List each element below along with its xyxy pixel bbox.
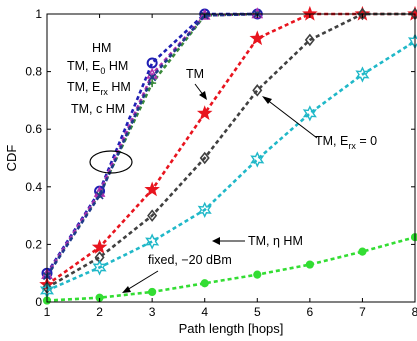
annotation-tm-eta-hm: TM, η HM xyxy=(248,234,303,248)
arrow-tm-eta-hm xyxy=(212,237,245,245)
point-hm-3 xyxy=(146,57,158,69)
annotation-tm-e0-hm: TM, E0 HM xyxy=(67,59,128,76)
series-tm-erx-0 xyxy=(41,7,417,294)
annotation-hm: HM xyxy=(92,41,111,55)
point-tm-4 xyxy=(196,105,213,120)
annotation-ellipse xyxy=(89,150,133,174)
point-tm-c-hm-3 xyxy=(148,73,157,82)
point-tm-5 xyxy=(249,30,266,46)
point-tm-hm-6 xyxy=(302,105,317,122)
x-tick-label-2: 2 xyxy=(96,305,103,319)
x-tick-label-5: 5 xyxy=(254,305,261,319)
arrow-fixed xyxy=(122,270,159,293)
point-tm-erx-0-4 xyxy=(199,151,210,165)
line-tm-hm xyxy=(46,40,416,292)
x-tick-label-6: 6 xyxy=(307,305,314,319)
arrow-tm xyxy=(194,83,207,100)
x-tick-label-4: 4 xyxy=(201,305,208,319)
y-tick-label-6: 1 xyxy=(35,7,42,21)
point-tm-hm-2 xyxy=(92,259,107,276)
arrow-tm-erx-0 xyxy=(262,96,318,139)
y-tick-label-4: 0.6 xyxy=(25,122,42,136)
point-fixed-20-dbm-4 xyxy=(200,279,209,288)
point-tm-hm-4 xyxy=(197,201,212,218)
point-fixed-20-dbm-3 xyxy=(148,287,157,297)
point-tm-erx-0-5 xyxy=(252,84,263,97)
point-tm-2 xyxy=(91,239,108,254)
x-axis-label: Path length [hops] xyxy=(179,321,284,336)
x-tick-label-8: 8 xyxy=(412,305,417,319)
point-fixed-20-dbm-5 xyxy=(253,270,262,279)
plot-frame xyxy=(46,13,416,303)
y-tick-label-2: 0.2 xyxy=(25,237,42,251)
point-tm-erx-0-7 xyxy=(357,7,368,21)
annotation-tm: TM xyxy=(186,67,204,81)
y-axis-label: CDF xyxy=(4,145,19,172)
y-tick-label-5: 0.8 xyxy=(25,65,42,79)
point-fixed-20-dbm-6 xyxy=(305,260,314,269)
point-tm-erx-0-3 xyxy=(147,209,158,222)
line-tm-erx-0 xyxy=(46,12,415,289)
point-tm-erx-0-6 xyxy=(304,33,315,47)
point-fixed-20-dbm-7 xyxy=(358,247,367,256)
point-tm-hm-5 xyxy=(250,151,265,168)
point-tm-hm-3 xyxy=(145,233,160,250)
annotation-fixed: fixed, −20 dBm xyxy=(148,253,232,267)
point-tm-3 xyxy=(144,181,160,197)
point-tm-hm-7 xyxy=(355,66,370,83)
line-fixed-20-dbm xyxy=(46,235,416,302)
ticks-layer: 1 2 3 4 5 6 7 8 0 0.2 0.4 0.6 0.8 1 xyxy=(25,7,417,319)
y-tick-label-3: 0.4 xyxy=(25,180,42,194)
x-tick-label-1: 1 xyxy=(44,305,51,319)
y-tick-label-1: 0 xyxy=(35,295,42,309)
point-fixed-20-dbm-8 xyxy=(410,233,417,242)
x-tick-label-7: 7 xyxy=(359,305,366,319)
annotation-tm-c-hm: TM, c HM xyxy=(71,102,125,116)
annotation-tm-erx-0: TM, Erx = 0 xyxy=(315,134,377,151)
x-tick-label-3: 3 xyxy=(149,305,156,319)
annotation-tm-erx-hm: TM, Erx HM xyxy=(67,80,131,97)
point-tm-c-hm-2 xyxy=(95,191,104,200)
